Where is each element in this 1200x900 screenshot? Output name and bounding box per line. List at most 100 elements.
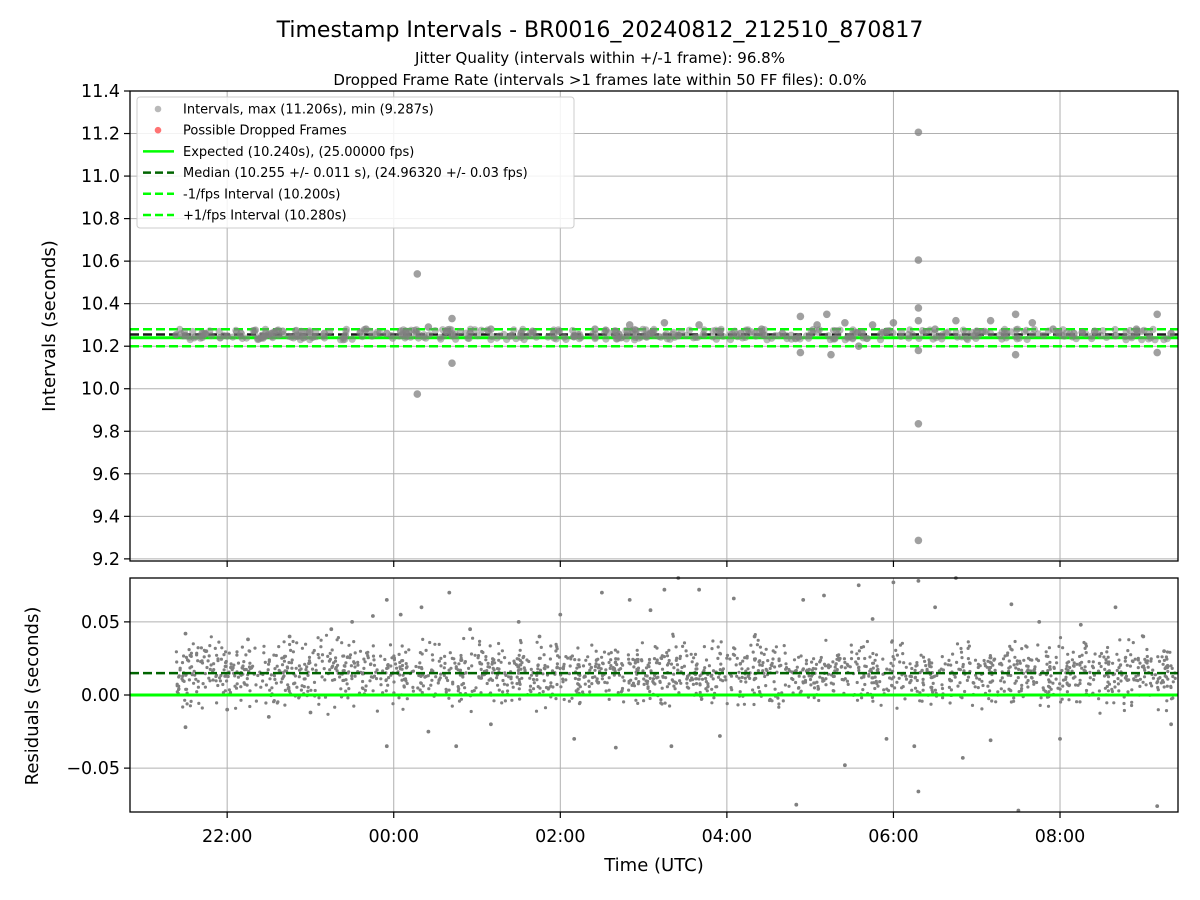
residual-point — [517, 687, 521, 691]
residual-point — [554, 649, 558, 653]
residual-point — [849, 643, 853, 647]
residual-point — [622, 700, 626, 704]
residual-point — [183, 698, 187, 702]
residual-point — [1060, 668, 1064, 673]
interval-point — [831, 335, 839, 343]
residual-point — [182, 679, 186, 684]
residual-point — [762, 671, 766, 675]
residual-point — [826, 664, 830, 668]
residual-point — [709, 674, 713, 678]
residual-point — [372, 658, 376, 662]
interval-point — [1153, 348, 1161, 357]
residual-point — [430, 653, 434, 657]
residual-point — [940, 655, 944, 659]
interval-point — [396, 327, 405, 336]
residual-point — [1106, 645, 1110, 650]
residual-point — [1098, 711, 1102, 715]
residual-point — [212, 668, 216, 672]
residual-point — [814, 667, 818, 671]
residual-point — [424, 648, 428, 653]
residual-point — [959, 646, 963, 651]
residual-point — [771, 657, 775, 661]
residual-point — [401, 673, 405, 677]
residual-point — [350, 677, 354, 681]
residual-point — [1130, 659, 1134, 663]
residual-point — [1030, 658, 1034, 662]
residual-point — [1132, 678, 1136, 682]
residual-point — [642, 677, 646, 681]
residual-point — [678, 679, 682, 683]
residual-point — [895, 680, 899, 684]
residual-point — [347, 687, 351, 691]
residual-point — [1049, 687, 1053, 691]
interval-point — [1160, 336, 1168, 344]
residual-point — [1105, 650, 1109, 654]
residual-point — [1046, 669, 1050, 673]
residual-point — [613, 661, 617, 665]
residual-point — [417, 665, 421, 669]
residual-point — [559, 685, 563, 689]
residual-point — [442, 673, 446, 678]
residual-point — [809, 683, 813, 687]
residual-point — [974, 673, 978, 677]
residual-point — [1105, 701, 1109, 705]
residual-point — [346, 696, 350, 700]
interval-point — [312, 328, 320, 336]
residual-point — [458, 668, 463, 672]
residual-point — [908, 662, 912, 666]
residual-point — [344, 689, 348, 693]
residual-point — [515, 675, 519, 679]
legend-label: Intervals, max (11.206s), min (9.287s) — [183, 103, 434, 118]
interval-point — [424, 323, 433, 331]
residual-point — [567, 672, 572, 676]
residual-point — [660, 667, 665, 671]
residual-point — [759, 651, 764, 655]
residual-point — [317, 696, 321, 700]
residual-point — [333, 659, 338, 663]
residual-point — [537, 634, 542, 639]
intervals-y-tick-label: 9.6 — [92, 465, 120, 485]
residual-point — [918, 671, 922, 675]
interval-point — [612, 327, 620, 336]
interval-point — [632, 326, 640, 334]
residual-point — [761, 669, 765, 673]
residual-point — [588, 668, 592, 672]
residual-point — [593, 664, 598, 669]
residual-point — [485, 681, 489, 686]
residual-point — [364, 684, 368, 688]
residual-point — [855, 680, 859, 685]
residual-point — [784, 662, 788, 666]
residual-point — [1115, 668, 1119, 673]
residual-point — [913, 668, 917, 673]
residual-point — [661, 675, 665, 679]
residual-point — [751, 688, 755, 692]
residual-point — [339, 687, 343, 691]
interval-point — [299, 333, 308, 342]
residual-point — [446, 678, 450, 683]
residual-point — [1067, 660, 1071, 664]
residual-point — [690, 660, 694, 664]
residual-point — [181, 705, 185, 709]
interval-point — [452, 335, 460, 343]
residual-point — [1138, 684, 1142, 689]
residual-point — [611, 666, 615, 670]
residual-point — [602, 650, 607, 654]
interval-point — [442, 327, 451, 336]
residual-point — [1099, 664, 1103, 669]
residual-point — [1126, 690, 1130, 694]
residual-point — [447, 696, 451, 700]
interval-point — [669, 330, 677, 338]
residual-point — [442, 666, 446, 670]
residual-point — [1002, 689, 1006, 693]
residual-point — [824, 638, 828, 642]
residual-point — [1162, 649, 1166, 653]
residual-point — [673, 687, 677, 691]
residual-point — [1047, 646, 1051, 650]
residual-point — [654, 661, 659, 665]
residual-point — [948, 679, 953, 683]
residual-point — [1169, 684, 1173, 689]
interval-point — [500, 330, 508, 338]
residual-point — [707, 664, 712, 668]
residual-point — [784, 667, 788, 671]
residual-point — [636, 660, 640, 664]
